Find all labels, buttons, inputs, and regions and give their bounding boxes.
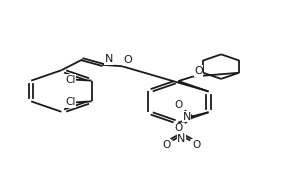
- Text: O: O: [192, 140, 200, 150]
- Text: O: O: [124, 55, 132, 65]
- Text: O: O: [194, 66, 203, 76]
- Text: N: N: [183, 112, 191, 122]
- Text: O: O: [174, 100, 183, 110]
- Text: O: O: [174, 123, 183, 133]
- Text: N: N: [177, 134, 185, 144]
- Text: N: N: [105, 54, 113, 64]
- Text: Cl: Cl: [65, 75, 76, 85]
- Text: O: O: [163, 140, 171, 150]
- Text: Cl: Cl: [65, 97, 76, 107]
